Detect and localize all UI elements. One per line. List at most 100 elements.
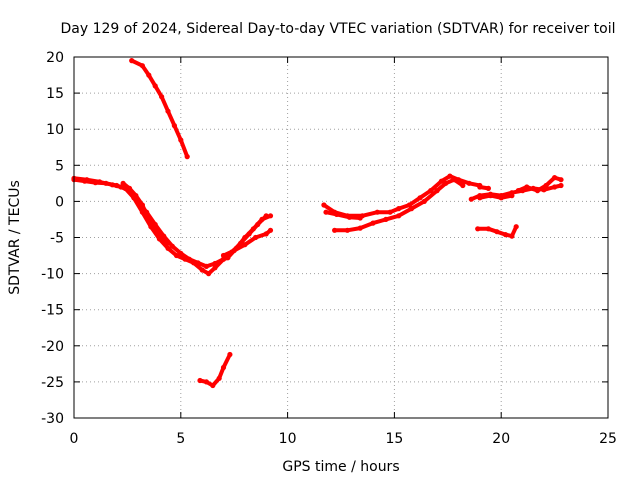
data-point [408,206,415,212]
x-axis-label: GPS time / hours [282,459,399,475]
data-point [173,252,180,259]
data-point [357,215,363,221]
data-point [515,188,521,194]
data-point [246,231,252,237]
data-point [357,225,363,231]
data-point [210,382,216,389]
data-point [417,195,423,201]
data-point [227,351,233,358]
data-point [346,214,353,220]
data-point [129,58,135,64]
data-point [451,177,457,183]
data-point [428,188,434,194]
data-point [334,211,340,217]
data-point [485,185,491,191]
data-point [396,206,402,212]
data-point [387,209,393,215]
data-point [165,245,171,251]
data-point [477,195,483,201]
data-point [216,375,222,381]
data-point [225,255,231,261]
data-point [212,260,218,267]
axis-ticks: 0 5 10 15 20 25 -30 -25 -20 -15 -10 -5 0 5 10 15 20 [41,50,617,447]
data-point [344,227,350,233]
data-point [494,229,500,235]
data-point [242,242,248,248]
data-point [139,202,145,208]
y-tick-label: 10 [46,122,64,138]
data-point [263,231,269,237]
data-point [552,175,558,181]
data-point [543,182,549,189]
data-point [220,364,227,371]
data-point [558,177,564,183]
data-point [146,72,152,78]
y-tick-label: 5 [55,158,64,174]
data-point [447,173,453,179]
data-point [165,108,171,114]
data-point [186,256,192,262]
x-tick-label: 25 [599,431,617,447]
data-point [146,216,152,222]
data-point [109,182,115,188]
x-tick-label: 5 [176,431,185,447]
data-point [171,123,177,129]
data-point [197,377,203,384]
data-point [203,263,209,269]
data-point [434,188,440,194]
data-point [159,94,165,100]
x-tick-label: 0 [70,431,79,447]
data-point [195,260,201,266]
data-point [374,209,380,215]
data-point [206,271,212,277]
data-point [438,178,444,184]
data-point [133,193,139,199]
data-point [253,234,259,241]
data-point [509,193,515,199]
y-tick-label: -25 [41,375,64,391]
data-point [152,83,158,89]
data-point [332,227,338,233]
data-point [477,184,483,190]
data-point [323,209,329,215]
x-tick-label: 10 [279,431,297,447]
data-point [267,213,274,219]
data-point [552,184,558,190]
data-point [460,182,466,189]
data-point [383,216,389,222]
y-tick-label: -5 [50,231,64,247]
data-point [97,179,103,185]
data-point [263,213,269,219]
data-point [255,221,261,228]
y-tick-label: -15 [41,303,64,319]
data-point [502,232,509,238]
data-point [220,256,227,262]
data-point [466,180,472,186]
data-point [220,252,227,259]
data-point [231,247,237,254]
data-point [169,243,175,249]
data-point [203,379,209,385]
data-point [84,177,90,183]
x-tick-label: 20 [492,431,510,447]
data-point [475,226,481,232]
data-point [120,180,126,186]
series-arc-13 [477,193,514,200]
data-point [468,196,474,202]
chart-title: Day 129 of 2024, Sidereal Day-to-day VTE… [60,21,615,37]
data-point [524,184,530,190]
data-point [534,188,541,194]
y-tick-label: 15 [46,86,64,102]
y-axis-label: SDTVAR / TECUs [7,180,23,295]
data-point [487,193,494,199]
y-tick-label: 20 [46,50,64,66]
data-point [212,265,218,271]
data-point [152,227,158,233]
y-tick-label: -30 [41,411,64,427]
data-point [498,195,504,201]
data-point [184,154,190,160]
data-point [178,137,184,143]
data-point [267,227,274,233]
